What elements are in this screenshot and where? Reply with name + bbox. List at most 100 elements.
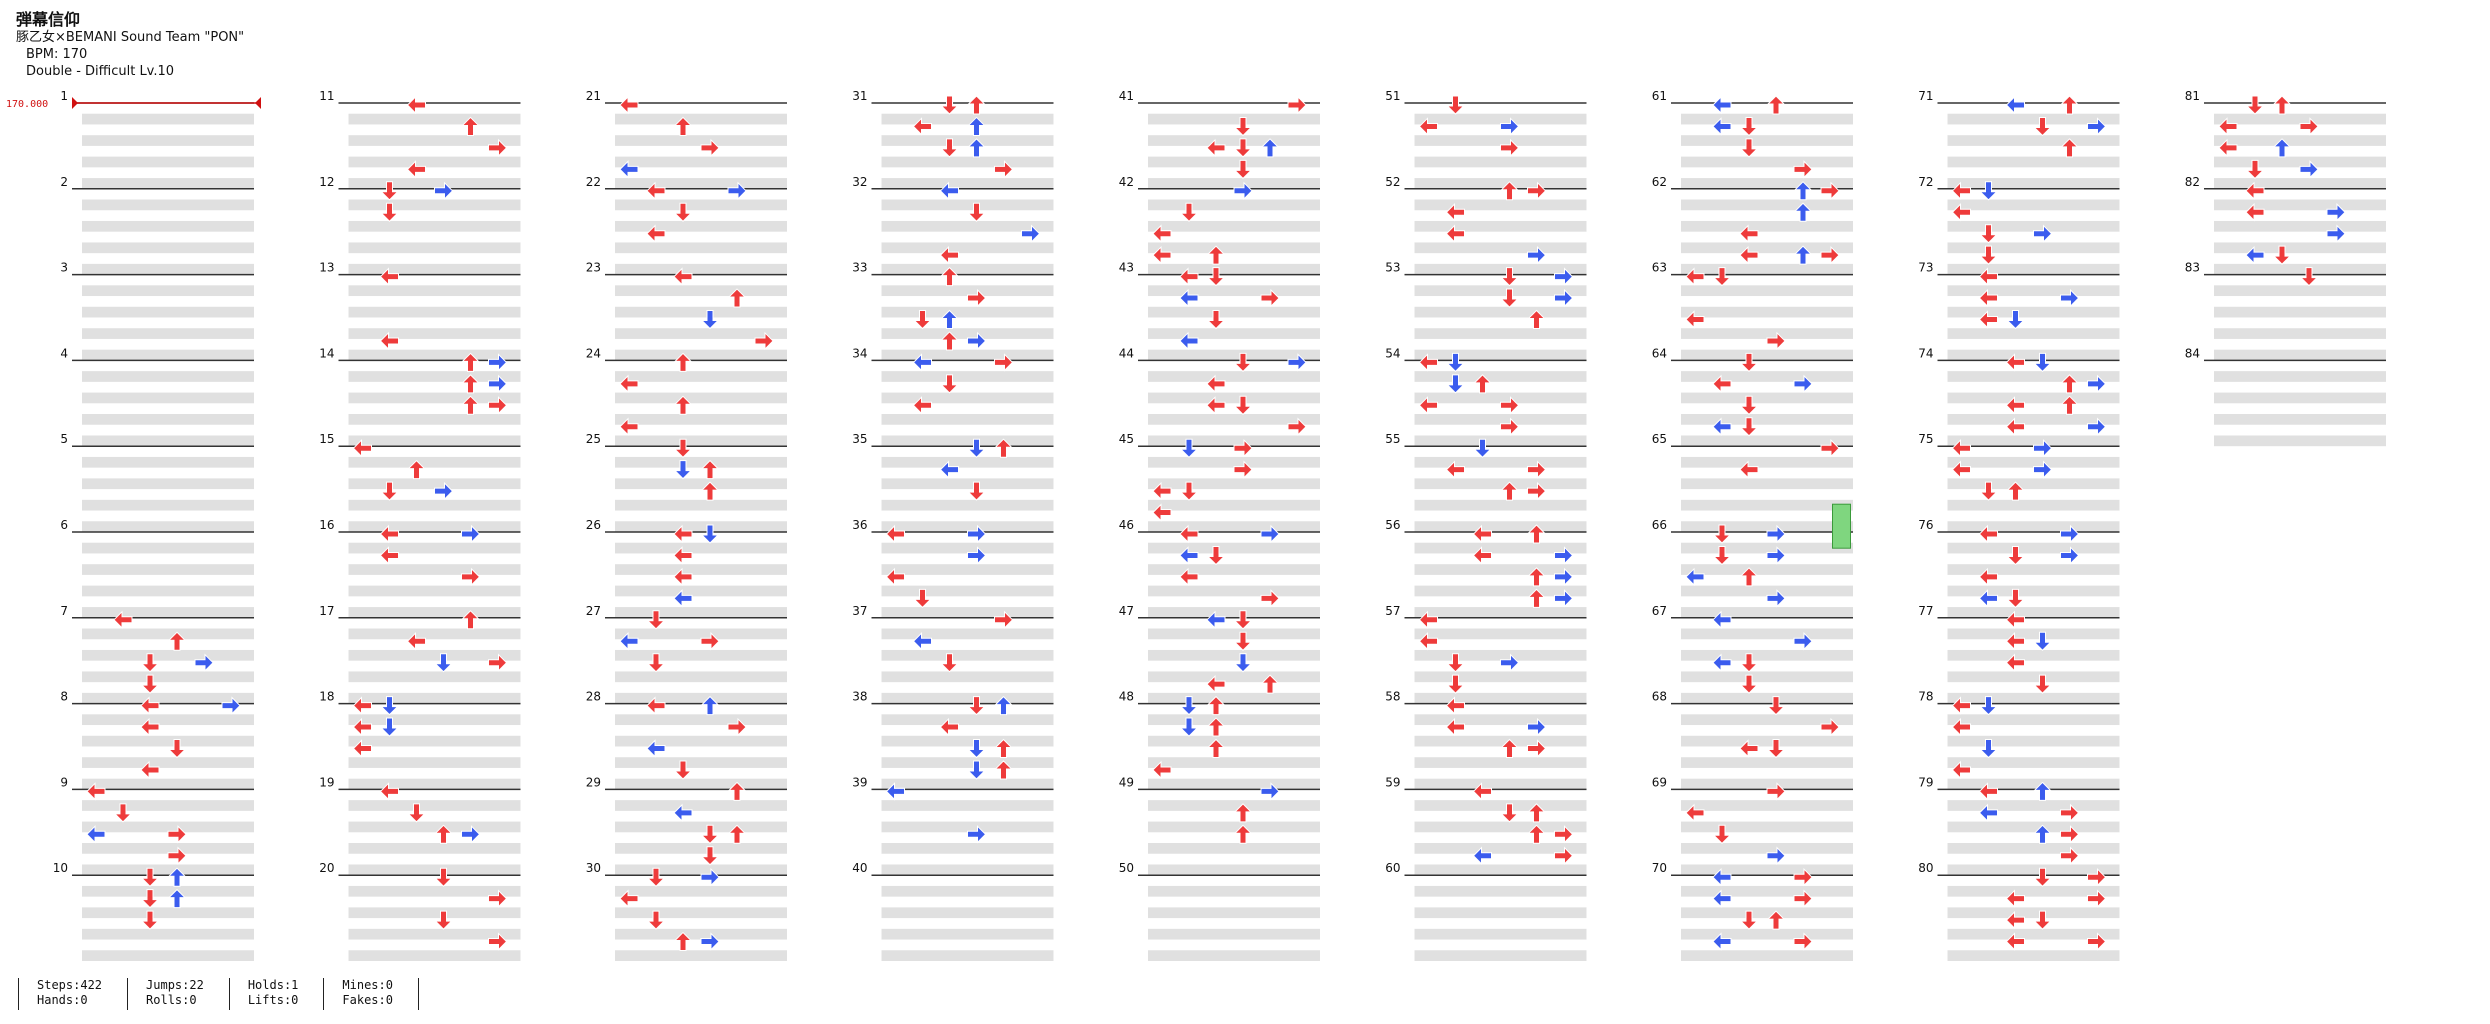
arrow-shape bbox=[380, 717, 399, 737]
right-arrow-icon bbox=[2060, 546, 2080, 565]
left-arrow-icon bbox=[1472, 546, 1492, 565]
measure-stripe bbox=[1947, 263, 2120, 275]
arrow-shape bbox=[967, 438, 986, 458]
arrow-shape bbox=[967, 825, 987, 844]
up-arrow-icon bbox=[461, 610, 480, 630]
measure-stripe bbox=[82, 392, 254, 404]
arrow-shape bbox=[967, 696, 986, 716]
up-arrow-icon bbox=[940, 331, 959, 351]
arrow-shape bbox=[2005, 353, 2025, 372]
up-arrow-icon bbox=[1233, 824, 1253, 844]
measure-number: 57 bbox=[1385, 604, 1400, 618]
arrow-shape bbox=[619, 95, 639, 115]
left-arrow-icon bbox=[1951, 203, 1971, 222]
measure-number: 5 bbox=[60, 432, 68, 446]
measure-number: 81 bbox=[2185, 89, 2200, 103]
stat-lifts: Lifts:0 bbox=[247, 993, 299, 1007]
arrow-shape bbox=[1712, 117, 1732, 136]
measure-stripe bbox=[1947, 414, 2120, 425]
arrow-shape bbox=[1500, 138, 1520, 158]
up-arrow-icon bbox=[994, 695, 1013, 716]
arrow-shape bbox=[1951, 181, 1971, 201]
arrow-shape bbox=[646, 739, 666, 758]
left-arrow-icon bbox=[939, 717, 959, 737]
down-arrow-icon bbox=[967, 481, 986, 501]
left-arrow-icon bbox=[1418, 610, 1438, 630]
measure-stripe bbox=[615, 950, 787, 961]
up-arrow-icon bbox=[1766, 910, 1786, 930]
arrow-shape bbox=[967, 760, 986, 780]
left-arrow-icon bbox=[1685, 267, 1705, 286]
right-arrow-icon bbox=[1793, 932, 1813, 951]
arrow-shape bbox=[2060, 395, 2079, 415]
measure-stripe bbox=[348, 907, 521, 919]
difficulty-label: Double - Difficult Lv.10 bbox=[26, 64, 175, 79]
measure-stripe bbox=[1148, 607, 1320, 618]
down-arrow-icon bbox=[700, 310, 720, 330]
measure-stripe bbox=[615, 778, 787, 790]
arrow-shape bbox=[2005, 610, 2025, 630]
measure-stripe bbox=[1947, 499, 2120, 511]
left-arrow-icon bbox=[1685, 567, 1705, 587]
down-arrow-icon bbox=[1179, 696, 1199, 716]
arrow-shape bbox=[940, 374, 959, 394]
left-arrow-icon bbox=[1445, 696, 1465, 715]
measure-number: 41 bbox=[1119, 89, 1134, 103]
measure-stripe bbox=[881, 135, 1054, 146]
measure-number: 29 bbox=[586, 775, 601, 789]
measure-stripe bbox=[82, 371, 254, 382]
arrow-shape bbox=[1739, 245, 1759, 265]
measure-stripe bbox=[1681, 607, 1853, 618]
arrow-shape bbox=[1979, 224, 1998, 244]
right-arrow-icon bbox=[2087, 117, 2107, 136]
measure-stripe bbox=[348, 950, 521, 961]
right-arrow-icon bbox=[1554, 846, 1574, 865]
down-arrow-icon bbox=[2033, 910, 2052, 930]
measure-stripe bbox=[1947, 628, 2120, 640]
down-arrow-icon bbox=[1712, 267, 1732, 287]
arrow-shape bbox=[1793, 632, 1813, 651]
left-arrow-icon bbox=[1712, 117, 1732, 136]
arrow-shape bbox=[2218, 117, 2238, 136]
arrow-shape bbox=[673, 267, 693, 286]
arrow-shape bbox=[2087, 889, 2107, 908]
up-arrow-icon bbox=[1500, 181, 1519, 201]
arrow-shape bbox=[167, 631, 187, 651]
measure-stripe bbox=[1414, 285, 1587, 297]
measure-stripe bbox=[615, 435, 787, 447]
arrow-shape bbox=[1233, 159, 1253, 180]
measure-stripe bbox=[1148, 864, 1320, 876]
arrow-shape bbox=[2299, 117, 2319, 136]
left-arrow-icon bbox=[1179, 331, 1199, 351]
left-arrow-icon bbox=[2245, 181, 2265, 201]
arrow-shape bbox=[1685, 567, 1705, 587]
arrow-shape bbox=[1712, 867, 1732, 887]
down-arrow-icon bbox=[407, 803, 426, 823]
stat-holds: Holds:1 bbox=[247, 978, 299, 992]
measure-number: 69 bbox=[1652, 775, 1667, 789]
measure-stripe bbox=[1414, 778, 1587, 790]
left-arrow-icon bbox=[1472, 782, 1492, 801]
right-arrow-icon bbox=[2087, 867, 2107, 887]
measure-stripe bbox=[348, 864, 521, 876]
down-arrow-icon bbox=[940, 138, 959, 158]
measure-stripe bbox=[615, 156, 787, 168]
measure-number: 75 bbox=[1918, 432, 1933, 446]
right-arrow-icon bbox=[2060, 524, 2080, 544]
arrow-shape bbox=[1445, 696, 1465, 715]
measure-stripe bbox=[1947, 178, 2120, 189]
down-arrow-icon bbox=[434, 910, 453, 930]
measure-stripe bbox=[615, 199, 787, 211]
measure-stripe bbox=[1414, 800, 1587, 811]
down-arrow-icon bbox=[673, 202, 693, 222]
arrow-shape bbox=[488, 932, 508, 951]
right-arrow-icon bbox=[488, 374, 508, 394]
arrow-shape bbox=[1979, 481, 1998, 501]
arrow-shape bbox=[619, 632, 639, 651]
measure-stripe bbox=[82, 306, 254, 318]
measure-number: 9 bbox=[60, 775, 68, 789]
right-arrow-icon bbox=[2087, 374, 2107, 394]
down-arrow-icon bbox=[1179, 481, 1199, 501]
left-arrow-icon bbox=[673, 267, 693, 286]
measure-stripe bbox=[881, 392, 1054, 404]
